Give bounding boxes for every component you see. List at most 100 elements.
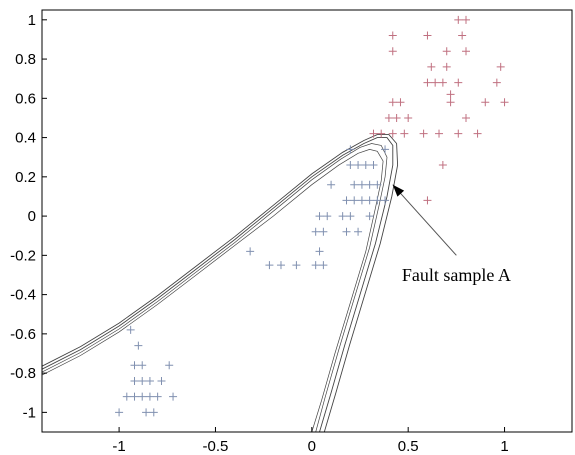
point-s2-10: [365, 180, 374, 189]
annotation-label: Fault sample A: [402, 265, 511, 285]
y-tick-label: 0: [28, 208, 36, 225]
point-s1-16: [454, 78, 463, 87]
point-s2-27: [246, 247, 255, 256]
point-s2-13: [350, 196, 359, 205]
point-s2-45: [138, 392, 147, 401]
point-s2-34: [126, 325, 135, 334]
point-s2-29: [265, 261, 274, 270]
point-s1-17: [496, 62, 505, 71]
point-s2-22: [365, 212, 374, 221]
point-s2-38: [165, 361, 174, 370]
y-tick-label: -0.4: [10, 287, 36, 304]
point-s2-2: [381, 145, 390, 154]
y-tick-label: 0.8: [15, 51, 36, 68]
point-s2-17: [381, 196, 390, 205]
point-s2-26: [354, 227, 363, 236]
point-s2-47: [153, 392, 162, 401]
x-tick-label: -0.5: [203, 438, 229, 455]
point-s2-19: [323, 212, 332, 221]
point-s1-10: [442, 62, 451, 71]
point-s2-7: [327, 180, 336, 189]
point-s1-34: [462, 113, 470, 122]
point-s2-15: [365, 196, 374, 205]
y-tick-label: -0.6: [10, 326, 36, 343]
point-s1-4: [454, 15, 463, 24]
point-s1-22: [396, 98, 405, 107]
point-s2-39: [130, 376, 139, 385]
point-s1-12: [431, 78, 440, 87]
boundary-curve-3: [41, 143, 388, 433]
point-s2-36: [130, 361, 139, 370]
point-s1-33: [473, 129, 482, 138]
point-s2-11: [373, 180, 382, 189]
point-s1-27: [377, 129, 386, 138]
point-s2-42: [157, 376, 166, 385]
x-axis-ticks: -1 -0.5 0 0.5 1: [112, 427, 509, 455]
point-s1-7: [462, 47, 470, 56]
y-tick-label: 0.6: [15, 90, 36, 107]
point-s1-13: [438, 78, 447, 87]
annotation-leader-line: [392, 184, 457, 256]
point-s1-9: [427, 62, 436, 71]
annotation-arrowhead: [392, 184, 405, 197]
x-tick-label: 0.5: [398, 438, 419, 455]
x-tick-label: 0: [308, 438, 316, 455]
point-s1-23: [384, 113, 393, 122]
point-s2-43: [122, 392, 131, 401]
point-s1-24: [392, 113, 401, 122]
point-s2-41: [145, 376, 154, 385]
point-s1-11: [423, 78, 432, 87]
y-tick-label: 0.2: [15, 169, 36, 186]
point-s2-12: [342, 196, 351, 205]
point-s2-50: [142, 408, 151, 417]
point-s1-3: [423, 31, 432, 40]
point-s1-2: [388, 47, 397, 56]
y-tick-label: 1: [28, 12, 36, 29]
point-s2-37: [138, 361, 147, 370]
boundary-curve-1: [41, 137, 394, 433]
point-s2-16: [373, 196, 382, 205]
point-s2-5: [361, 161, 370, 170]
y-tick-label: 0.4: [15, 130, 36, 147]
point-s2-24: [319, 227, 328, 236]
point-s2-49: [115, 408, 124, 417]
point-s1-29: [400, 129, 409, 138]
point-s2-1: [346, 145, 355, 154]
point-s2-18: [315, 212, 324, 221]
point-s1-26: [369, 129, 378, 138]
y-tick-label: -0.2: [10, 247, 36, 264]
point-s1-15: [446, 98, 455, 107]
annotation: Fault sample A: [392, 184, 511, 285]
point-s2-23: [311, 227, 320, 236]
point-s1-18: [492, 78, 501, 87]
y-tick-label: -0.8: [10, 365, 36, 382]
point-s2-32: [311, 261, 320, 270]
decision-boundaries: [41, 134, 399, 433]
point-s1-35: [438, 161, 447, 170]
point-s2-48: [169, 392, 178, 401]
y-axis-ticks: 1 0.8 0.6 0.4 0.2 0 -0.2 -0.4 -0.6 -0.8 -1: [10, 12, 47, 421]
point-s2-20: [338, 212, 347, 221]
point-s2-30: [276, 261, 285, 270]
point-s2-21: [346, 212, 355, 221]
point-s2-9: [357, 180, 366, 189]
point-s2-46: [145, 392, 154, 401]
point-s1-6: [458, 31, 467, 40]
point-s1-8: [442, 47, 451, 56]
point-s2-28: [315, 247, 324, 256]
point-s2-3: [346, 161, 355, 170]
boundary-curve-2: [41, 134, 399, 433]
point-s2-33: [319, 261, 328, 270]
boundary-curve-4: [41, 149, 384, 433]
point-s2-31: [292, 261, 301, 270]
point-s1-31: [435, 129, 444, 138]
point-s2-4: [354, 161, 363, 170]
point-s2-8: [350, 180, 359, 189]
point-s1-19: [481, 98, 490, 107]
point-s2-35: [134, 341, 143, 350]
point-s1-25: [404, 113, 413, 122]
point-s1-1: [388, 31, 397, 40]
point-s1-14: [446, 90, 455, 99]
point-s2-40: [138, 376, 147, 385]
